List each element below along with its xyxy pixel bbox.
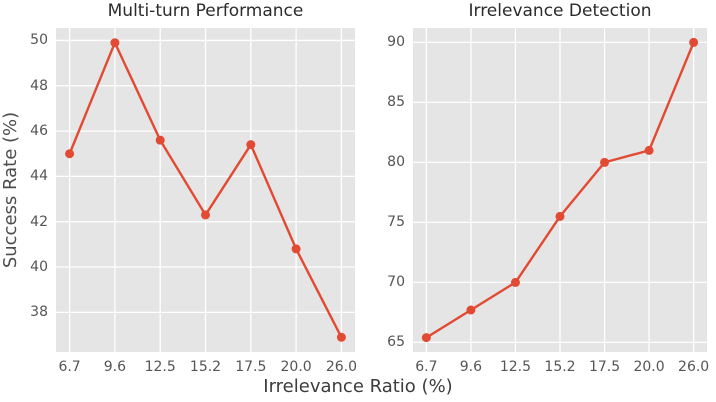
data-point-marker <box>421 333 431 343</box>
y-tick-label: 40 <box>30 259 48 276</box>
data-point-marker <box>689 37 699 47</box>
plot-canvas <box>413 28 707 352</box>
multi-turn-plot-area <box>56 28 355 352</box>
data-point-marker <box>336 332 346 342</box>
data-point-marker <box>644 145 654 155</box>
x-tick-label: 6.7 <box>58 359 81 375</box>
plot-canvas <box>56 28 355 352</box>
y-tick-label: 75 <box>387 214 405 231</box>
data-point-marker <box>65 149 75 159</box>
y-tick-label: 85 <box>387 94 405 111</box>
x-tick-label: 20.0 <box>280 359 312 375</box>
y-tick-label: 80 <box>387 154 405 171</box>
y-tick-label: 48 <box>30 77 48 94</box>
x-tick-label: 20.0 <box>633 359 665 375</box>
y-tick-label: 90 <box>387 34 405 51</box>
x-tick-label: 15.2 <box>189 359 222 375</box>
x-tick-label: 17.5 <box>235 359 267 375</box>
data-point-marker <box>466 305 476 315</box>
y-tick-label: 38 <box>30 304 48 321</box>
x-tick-label: 6.7 <box>415 359 438 375</box>
y-tick-label: 46 <box>30 123 48 140</box>
data-point-marker <box>110 38 120 48</box>
y-tick-label: 65 <box>387 334 405 351</box>
x-tick-label: 9.6 <box>103 359 127 375</box>
data-point-marker <box>246 140 256 150</box>
data-point-marker <box>291 244 301 254</box>
x-tick-label: 12.5 <box>144 359 176 375</box>
chart-title-irrelevance-detection: Irrelevance Detection <box>468 1 652 21</box>
chart-title-multi-turn: Multi-turn Performance <box>107 1 304 21</box>
irrelevance-detection-plot-area <box>413 28 707 352</box>
y-tick-label: 44 <box>30 168 48 185</box>
gridlines <box>413 28 707 352</box>
data-point-marker <box>201 210 210 220</box>
gridlines <box>56 28 355 352</box>
x-tick-label: 17.5 <box>588 359 621 375</box>
data-point-marker <box>155 135 165 145</box>
x-axis-label: Irrelevance Ratio (%) <box>263 376 453 397</box>
x-tick-label: 15.2 <box>544 359 576 375</box>
data-point-marker <box>555 211 565 221</box>
data-point-marker <box>510 277 520 287</box>
x-tick-label: 9.6 <box>459 359 483 375</box>
y-tick-label: 42 <box>30 213 48 230</box>
x-tick-label: 26.0 <box>678 359 710 375</box>
data-point-marker <box>600 157 610 167</box>
x-tick-label: 12.5 <box>499 359 532 375</box>
y-tick-label: 50 <box>30 32 48 49</box>
x-tick-label: 26.0 <box>325 359 357 375</box>
y-tick-label: 70 <box>387 274 405 291</box>
